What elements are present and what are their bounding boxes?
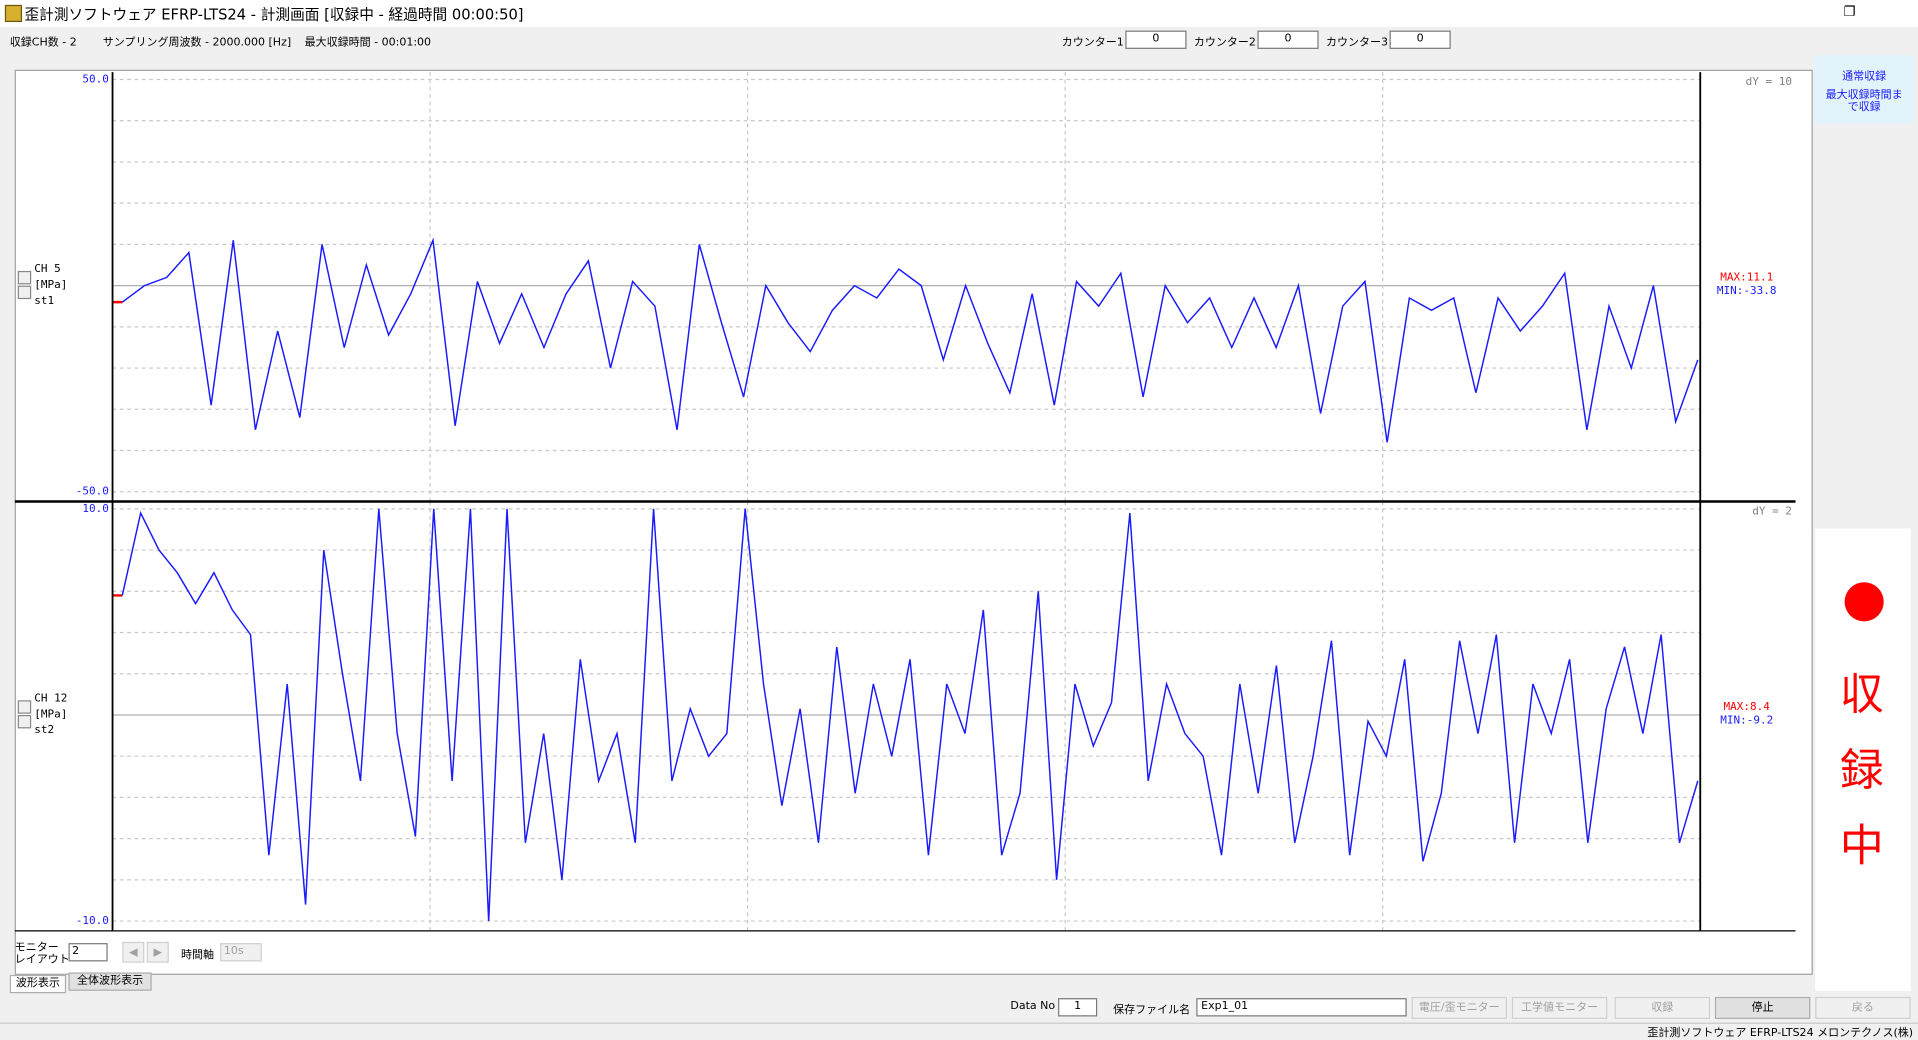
voltage-monitor-button[interactable]: 電圧/歪モニター bbox=[1411, 996, 1507, 1019]
unit-label: [MPa] bbox=[34, 278, 67, 291]
y-tick-label: 10.0 bbox=[82, 502, 109, 515]
layout-label-line: レイアウト bbox=[14, 954, 70, 967]
unit-label: [MPa] bbox=[34, 707, 67, 720]
back-button[interactable]: 戻る bbox=[1815, 996, 1911, 1019]
tab[interactable]: 全体波形表示 bbox=[68, 972, 152, 991]
title-bar bbox=[0, 0, 1918, 27]
counter-label: カウンター1 bbox=[1061, 36, 1124, 49]
status-bar bbox=[0, 1022, 1918, 1040]
layout-label-line: モニター bbox=[14, 941, 59, 955]
y-tick-label: -10.0 bbox=[76, 914, 109, 927]
tab[interactable]: 波形表示 bbox=[9, 974, 67, 994]
next-button[interactable]: ▶ bbox=[146, 941, 169, 963]
min-label: MIN:-9.2 bbox=[1720, 713, 1773, 726]
spin-down bbox=[17, 285, 32, 300]
spin-down bbox=[17, 714, 32, 729]
counter-label: カウンター2 bbox=[1193, 36, 1256, 49]
sensor-label: st2 bbox=[34, 723, 54, 736]
counter-value: 0 bbox=[1125, 30, 1187, 49]
status-bar-text: 歪計測ソフトウェア EFRP-LTS24 メロンテクノス(株) bbox=[1647, 1027, 1914, 1040]
sensor-label: st1 bbox=[34, 294, 54, 307]
spin-up bbox=[17, 270, 32, 285]
data-no-label: Data No bbox=[1010, 1000, 1056, 1013]
counter-label: カウンター3 bbox=[1325, 36, 1389, 49]
waveform bbox=[121, 508, 1699, 922]
layout-label: モニター レイアウト bbox=[15, 942, 70, 966]
y-tick-label: -50.0 bbox=[76, 485, 109, 498]
spin-up bbox=[17, 700, 32, 714]
recording-status: 収録中 bbox=[1832, 670, 1883, 898]
record-mode-panel bbox=[1814, 55, 1915, 124]
stop-button[interactable]: 停止 bbox=[1714, 996, 1811, 1019]
counter-value: 0 bbox=[1389, 30, 1451, 49]
channel-label: CH 5 bbox=[34, 262, 60, 275]
grid-step-label: dY = 2 bbox=[1752, 504, 1792, 517]
channel-label: CH 12 bbox=[34, 691, 67, 704]
file-label: 保存ファイル名 bbox=[1113, 1004, 1191, 1017]
info-sampling: サンプリング周波数 - 2000.000 [Hz] bbox=[102, 36, 292, 49]
record-button[interactable]: 収録 bbox=[1614, 996, 1711, 1019]
counter-value: 0 bbox=[1257, 30, 1319, 49]
window-title: 歪計測ソフトウェア EFRP-LTS24 - 計測画面 [収録中 - 経過時間 … bbox=[24, 6, 524, 24]
app-icon bbox=[4, 4, 23, 23]
time-axis-select[interactable]: 10s bbox=[220, 943, 262, 962]
prev-button[interactable]: ◀ bbox=[122, 941, 145, 963]
waveform bbox=[121, 237, 1699, 443]
record-mode-normal[interactable]: 通常収録 bbox=[1842, 70, 1887, 84]
record-mode-max[interactable]: 最大収録時間まで収録 bbox=[1825, 89, 1903, 114]
info-channels: 収録CH数 - 2 bbox=[9, 36, 77, 49]
max-label: MAX:8.4 bbox=[1724, 700, 1771, 713]
engineering-monitor-button[interactable]: 工学値モニター bbox=[1511, 996, 1608, 1019]
layout-select[interactable]: 2 bbox=[68, 943, 108, 962]
time-axis-label: 時間軸 bbox=[181, 949, 215, 962]
restore-button[interactable]: ❐ bbox=[1843, 3, 1856, 20]
info-max-time: 最大収録時間 - 00:01:00 bbox=[304, 36, 432, 49]
file-name[interactable]: Exp1_01 bbox=[1196, 998, 1407, 1017]
recording-indicator bbox=[1844, 582, 1884, 622]
grid-step-label: dY = 10 bbox=[1746, 75, 1792, 88]
data-no: 1 bbox=[1058, 998, 1098, 1017]
y-tick-label: 50.0 bbox=[82, 73, 109, 86]
max-label: MAX:11.1 bbox=[1720, 271, 1773, 284]
min-label: MIN:-33.8 bbox=[1717, 284, 1777, 297]
